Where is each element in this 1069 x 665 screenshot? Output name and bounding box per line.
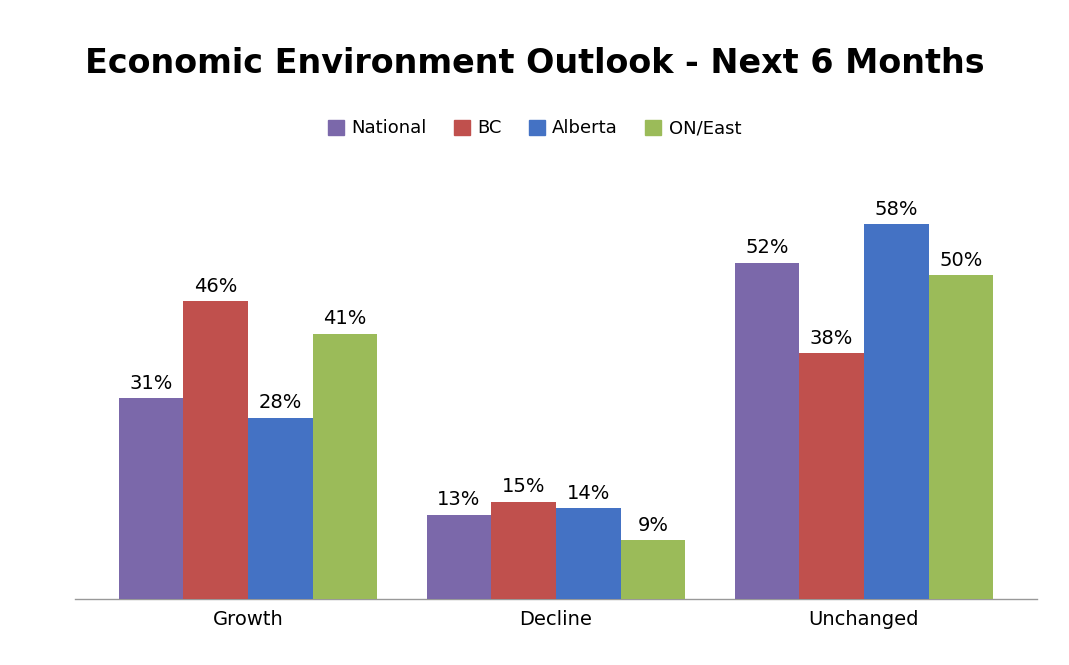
Text: 38%: 38%	[810, 329, 853, 348]
Bar	[800, 353, 864, 598]
Text: 13%: 13%	[437, 490, 481, 509]
Bar	[119, 398, 183, 598]
Text: 50%: 50%	[940, 251, 982, 271]
Text: 14%: 14%	[567, 484, 610, 503]
Text: 15%: 15%	[501, 477, 545, 497]
Text: Economic Environment Outlook - Next 6 Months: Economic Environment Outlook - Next 6 Mo…	[84, 47, 985, 80]
Bar	[556, 508, 620, 598]
Text: 46%: 46%	[193, 277, 237, 296]
Bar	[248, 418, 312, 598]
Text: 9%: 9%	[637, 516, 668, 535]
Bar	[427, 515, 492, 598]
Text: 41%: 41%	[323, 309, 367, 329]
Legend: National, BC, Alberta, ON/East: National, BC, Alberta, ON/East	[321, 112, 748, 144]
Bar	[183, 301, 248, 598]
Bar	[492, 501, 556, 598]
Bar	[929, 275, 993, 598]
Text: 58%: 58%	[874, 200, 918, 219]
Bar	[312, 334, 377, 598]
Text: 52%: 52%	[745, 239, 789, 257]
Bar	[864, 224, 929, 598]
Bar	[620, 541, 685, 598]
Text: 31%: 31%	[129, 374, 172, 393]
Text: 28%: 28%	[259, 394, 301, 412]
Bar	[734, 263, 800, 598]
